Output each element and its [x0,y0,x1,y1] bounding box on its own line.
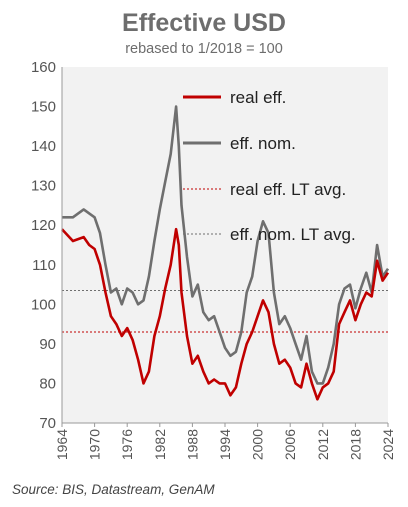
x-axis-ticks: 1964 1970 1976 1982 1988 1994 2000 2006 2012 2018… [54,423,396,460]
x-tick-label: 1964 [54,429,70,460]
y-tick-label: 130 [31,178,56,195]
x-tick-label: 2012 [315,429,331,460]
legend-label-eff-nom-lt-avg: eff. nom. LT avg. [230,225,356,244]
series-line-eff-nom [62,105,390,385]
plot-area [62,67,388,423]
legend-label-real-eff: real eff. [230,88,286,107]
x-tick-label: 2000 [250,429,266,460]
y-tick-label: 150 [31,99,56,116]
y-tick-label: 100 [31,296,56,313]
y-tick-label: 110 [32,257,56,274]
y-tick-label: 140 [31,138,56,155]
x-tick-label: 2006 [282,429,298,460]
y-tick-label: 80 [39,375,56,392]
chart-subtitle: rebased to 1/2018 = 100 [125,41,283,57]
y-tick-label: 70 [39,415,56,432]
x-tick-label: 1994 [217,429,233,460]
legend: real eff. eff. nom. real eff. LT avg. ef… [183,88,356,244]
chart-title: Effective USD [122,9,286,37]
x-tick-label: 1982 [152,429,168,460]
y-tick-label: 90 [39,336,56,353]
y-axis-ticks: 70 80 90 100 110 120 130 140 150 160 [31,59,56,432]
y-tick-label: 120 [31,217,56,234]
x-tick-label: 1970 [87,429,103,460]
x-tick-label: 1988 [184,429,200,460]
series-lines [61,105,390,401]
y-tick-label: 160 [31,59,56,76]
x-tick-label: 2018 [347,429,363,460]
chart-source: Source: BIS, Datastream, GenAM [12,482,215,497]
x-tick-label: 2024 [380,429,396,460]
legend-label-real-eff-lt-avg: real eff. LT avg. [230,180,346,199]
legend-label-eff-nom: eff. nom. [230,134,296,153]
series-line-real-eff [61,227,390,401]
x-tick-label: 1976 [119,429,135,460]
